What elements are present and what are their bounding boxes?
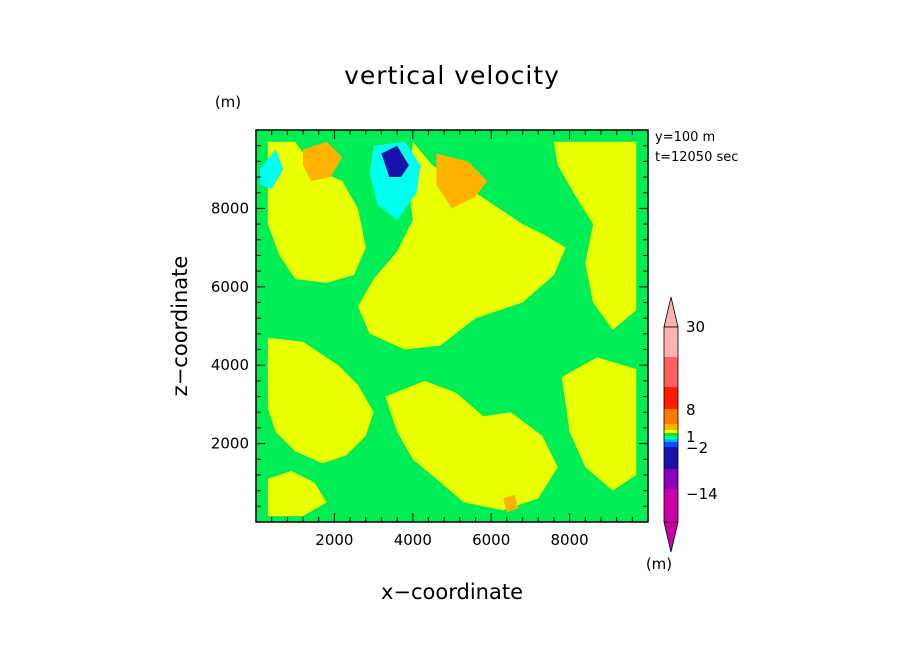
y-tick-label: 2000 (211, 435, 249, 453)
annotation-line-2: t=12050 sec (655, 150, 738, 165)
colorbar-segment (664, 357, 678, 387)
colorbar-label: 30 (686, 318, 705, 336)
contour-region-yellow-band (267, 141, 366, 283)
colorbar-segment (664, 489, 678, 522)
contour-region-green-patch-2 (475, 337, 527, 381)
y-tick-label: 6000 (211, 278, 249, 296)
axis-ticks: 2000 4000 6000 8000 2000 4000 6000 8000 (211, 130, 648, 549)
colorbar-segment (664, 387, 678, 409)
colorbar-segment (664, 430, 678, 433)
contour-region-yellow-bottom-left (267, 471, 327, 517)
colorbar-top-triangle (663, 296, 679, 328)
y-tick-label: 8000 (211, 199, 249, 217)
colorbar-segment (664, 327, 678, 357)
y-axis-label: z−coordinate (168, 256, 192, 397)
colorbar-segment (664, 433, 678, 436)
contour-regions (259, 141, 637, 517)
chart-title: vertical velocity (344, 61, 560, 90)
colorbar-unit-label: (m) (646, 555, 672, 573)
x-tick-label: 2000 (315, 531, 353, 549)
contour-region-blue-1 (381, 145, 409, 177)
contour-region-yellow-right (553, 141, 637, 330)
contour-region-cyan-1 (369, 141, 421, 221)
colorbar-label: 1 (686, 428, 696, 446)
y-unit-label: (m) (215, 93, 241, 111)
colorbar-segment (664, 469, 678, 489)
contour-region-green-patch-1 (307, 314, 347, 354)
colorbar-segment (664, 442, 678, 447)
y-tick-label: 4000 (211, 356, 249, 374)
x-tick-label: 8000 (551, 531, 589, 549)
plot-area: 2000 4000 6000 8000 2000 4000 6000 8000 (211, 129, 649, 549)
contour-region-yellow-lower-right (561, 357, 637, 491)
colorbar-label: −2 (686, 439, 708, 457)
colorbar-segment (664, 447, 678, 469)
x-tick-label: 4000 (394, 531, 432, 549)
contour-region-yellow-lower-mid (385, 380, 558, 511)
colorbar-bottom-triangle (663, 521, 679, 553)
colorbar: 30 8 1−2 −14 (663, 296, 718, 553)
colorbar-segment (664, 424, 678, 430)
colorbar-segment (664, 409, 678, 424)
x-axis-label: x−coordinate (381, 580, 523, 604)
colorbar-segment (664, 436, 678, 439)
colorbar-label: 8 (686, 401, 696, 419)
contour-region-orange-2 (436, 153, 488, 209)
contour-region-orange-3 (503, 494, 519, 513)
colorbar-frame (663, 326, 679, 523)
annotation-line-1: y=100 m (655, 130, 715, 145)
contour-region-yellow-lower-left (267, 337, 374, 464)
colorbar-label: −14 (686, 485, 718, 503)
colorbar-segment (664, 439, 678, 442)
plot-frame (255, 129, 649, 523)
x-tick-label: 6000 (472, 531, 510, 549)
contour-region-cyan-2 (259, 149, 284, 189)
contour-region-orange-1 (303, 141, 343, 181)
